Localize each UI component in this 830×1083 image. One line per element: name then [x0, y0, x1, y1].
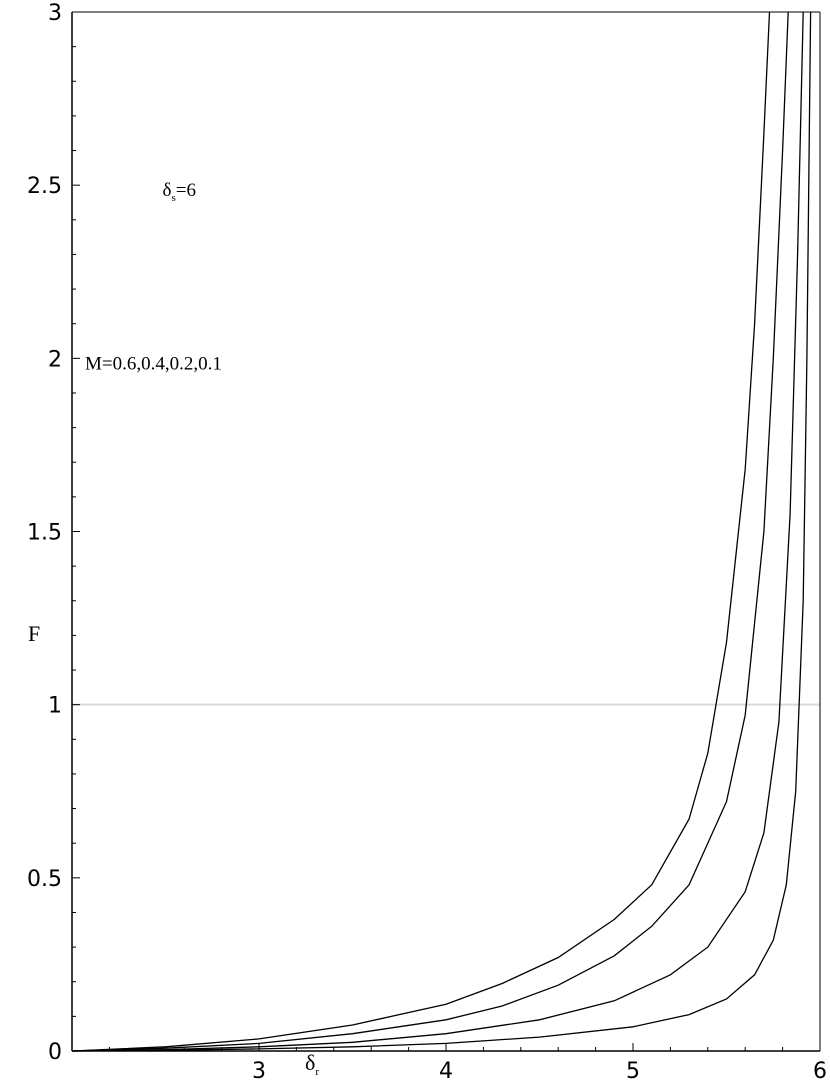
- series-line-2: [71, 11, 789, 1052]
- y-tick-label: 3: [48, 1, 62, 26]
- x-tick-label: 5: [626, 1059, 640, 1083]
- series-line-1: [71, 11, 771, 1052]
- x-tick-label: 3: [252, 1059, 266, 1083]
- x-tick-label: 6: [813, 1059, 827, 1083]
- y-tick-label: 1: [48, 694, 62, 719]
- text-layer: 0 0.5 1 1.5 2 2.5 3 3 4 5 6 δr Fδs=6 M=0.6,0.4,0.2,0.…: [27, 1, 827, 1083]
- y-tick-label: 2: [48, 347, 62, 372]
- series-line-4: [71, 11, 812, 1052]
- y-tick-label: 0: [48, 1040, 62, 1065]
- x-tick-label: 4: [439, 1059, 453, 1083]
- y-tick-label: 1.5: [27, 521, 62, 546]
- tick-layer: [71, 11, 821, 1052]
- axes-frame: [71, 11, 821, 1052]
- series-layer: [71, 11, 812, 1052]
- x-axis-label: δr: [305, 1050, 319, 1078]
- y-axis-label: F: [28, 621, 40, 646]
- y-tick-label: 0.5: [27, 867, 62, 892]
- annotation-delta-s: δs=6: [163, 180, 196, 204]
- annotation-m-values: M=0.6,0.4,0.2,0.1: [85, 353, 222, 374]
- y-tick-label: 2.5: [27, 174, 62, 199]
- series-line-3: [71, 11, 804, 1052]
